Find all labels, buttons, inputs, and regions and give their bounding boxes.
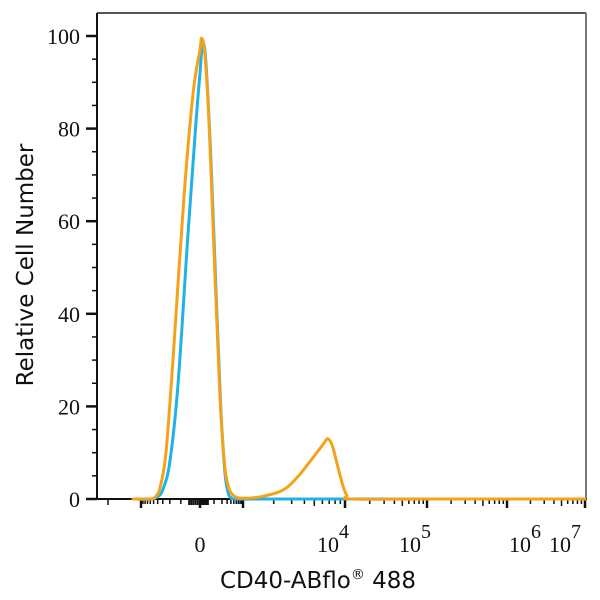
x-tick-label: 106 <box>509 521 541 557</box>
y-axis-tick-labels: 0 20 40 60 80 100 <box>47 24 80 512</box>
x-axis-title: CD40-ABflo® 488 <box>220 567 416 594</box>
y-tick-label: 20 <box>58 394 80 419</box>
stained-sample-curve <box>131 36 587 501</box>
y-axis-title: Relative Cell Number <box>13 143 39 386</box>
x-tick-label: 104 <box>317 521 349 557</box>
isotype-control-curve <box>131 42 587 501</box>
y-tick-label: 40 <box>58 302 80 327</box>
x-tick-label: 107 <box>549 521 581 557</box>
y-tick-label: 100 <box>47 24 80 49</box>
y-axis-ticks <box>86 34 97 501</box>
plot-frame <box>90 12 587 500</box>
y-tick-label: 80 <box>58 117 80 142</box>
x-tick-label: 0 <box>195 532 206 557</box>
x-axis-tick-labels: 0 104 105 106 107 <box>195 521 582 557</box>
histogram-series <box>131 36 587 501</box>
y-tick-label: 60 <box>58 209 80 234</box>
x-tick-label: 105 <box>399 521 431 557</box>
y-tick-label: 0 <box>69 487 80 512</box>
